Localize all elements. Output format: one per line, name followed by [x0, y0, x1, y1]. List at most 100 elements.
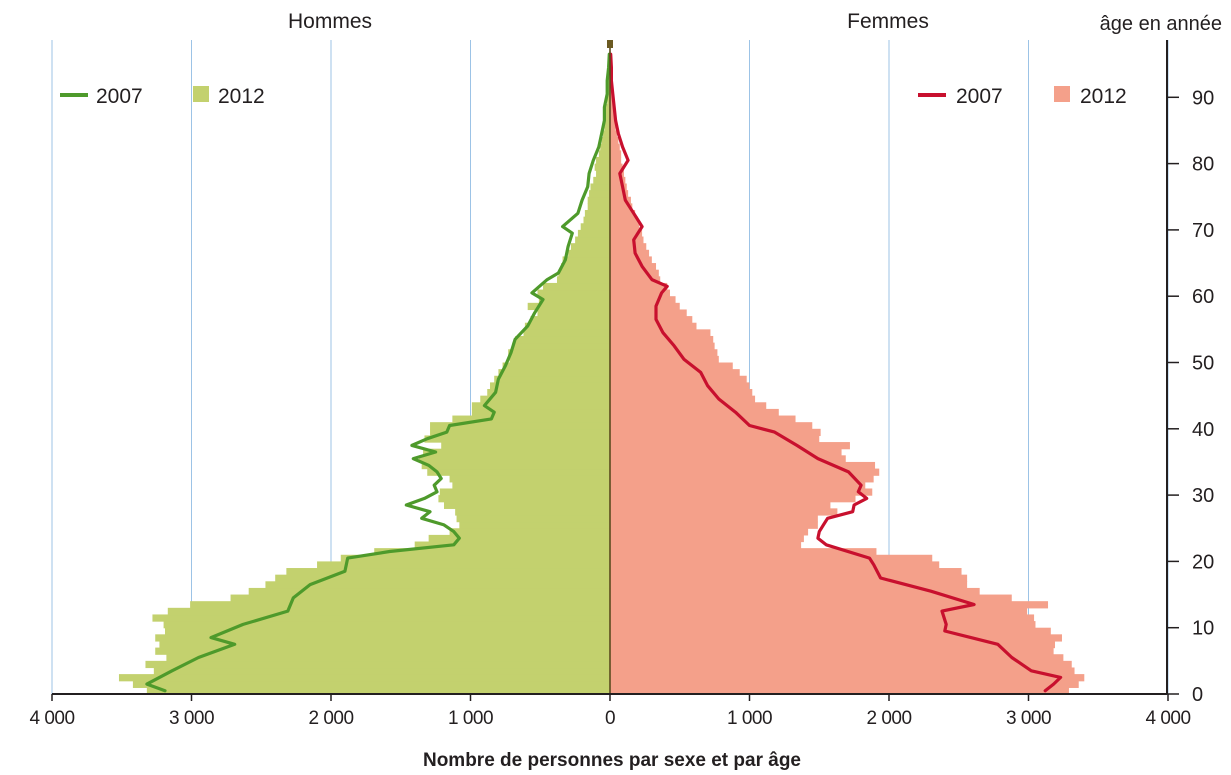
bar-hommes-2012-age-52 [512, 342, 610, 350]
x-axis-label: Nombre de personnes par sexe et par âge [423, 750, 801, 771]
bar-femmes-2012-age-64 [610, 263, 657, 271]
bar-hommes-2012-age-42 [471, 408, 610, 417]
bar-femmes-2012-age-81 [610, 150, 622, 158]
bar-femmes-2012-age-67 [610, 243, 647, 251]
age-tick-label-6: 60 [1192, 286, 1214, 308]
bar-femmes-2012-age-46 [610, 382, 750, 390]
age-tick-label-7: 70 [1192, 220, 1214, 242]
bar-femmes-2012-age-24 [610, 528, 809, 536]
bar-femmes-2012-age-71 [610, 216, 638, 224]
bar-hommes-2012-age-39 [430, 428, 610, 437]
bar-hommes-2012-age-38 [424, 435, 610, 443]
age-tick-label-0: 0 [1192, 684, 1203, 706]
bar-hommes-2012-age-78 [596, 170, 610, 178]
bar-hommes-2012-age-34 [421, 461, 610, 470]
bar-femmes-2012-age-82 [610, 143, 620, 151]
x-tick-label-6: 2 000 [866, 708, 911, 729]
bar-femmes-2012-age-58 [610, 302, 680, 311]
bar-femmes-2012-age-66 [610, 249, 650, 258]
bar-femmes-2012-age-3 [610, 667, 1075, 675]
bar-hommes-2012-age-77 [593, 176, 610, 185]
bar-hommes-2012-age-63 [558, 269, 610, 277]
bar-hommes-2012-age-49 [502, 362, 610, 370]
bar-hommes-2012-age-12 [167, 607, 610, 616]
x-tick-label-3: 1 000 [448, 708, 493, 729]
age-tick-label-3: 30 [1192, 485, 1214, 507]
bar-femmes-2012-age-25 [610, 521, 818, 529]
bar-hommes-2012-age-30 [439, 488, 610, 496]
bar-femmes-2012-age-68 [610, 236, 644, 244]
bar-hommes-2012-age-82 [600, 143, 610, 151]
bar-femmes-2012-age-73 [610, 203, 633, 211]
bar-femmes-2012-age-23 [610, 534, 804, 543]
bar-hommes-2012-age-53 [515, 335, 610, 344]
bar-hommes-2012-age-45 [487, 389, 610, 397]
bar-femmes-2012-age-4 [610, 660, 1072, 669]
bar-hommes-2012-age-32 [449, 475, 610, 483]
bar-hommes-2012-age-16 [265, 581, 610, 589]
bar-hommes-2012-age-28 [443, 501, 610, 509]
bar-hommes-2012-age-18 [286, 568, 610, 576]
bar-femmes-2012-age-18 [610, 568, 962, 576]
bar-femmes-2012-age-57 [610, 309, 687, 317]
bar-hommes-2012-age-41 [452, 415, 610, 423]
bar-femmes-2012-age-38 [610, 435, 820, 443]
bar-hommes-2012-age-11 [152, 614, 610, 622]
bar-hommes-2012-age-56 [530, 316, 610, 324]
bar-femmes-2012-age-15 [610, 587, 980, 596]
bar-femmes-2012-age-42 [610, 408, 779, 417]
bar-hommes-2012-age-40 [430, 422, 610, 430]
legend-men: 2007 2012 [60, 85, 265, 108]
age-axis-label: âge en année [1100, 13, 1222, 35]
bar-femmes-2012-age-56 [610, 316, 693, 324]
bar-hommes-2012-age-19 [317, 561, 610, 569]
bar-hommes-2012-age-69 [577, 229, 610, 238]
bar-femmes-2012-age-89 [610, 97, 613, 105]
bar-hommes-2012-age-10 [163, 621, 610, 629]
bar-femmes-2012-age-0 [610, 687, 1069, 695]
x-tick-label-4: 0 [605, 708, 615, 729]
bar-femmes-2012-age-36 [610, 448, 842, 456]
bar-femmes-2012-age-47 [610, 375, 747, 383]
bar-femmes-2012-age-2 [610, 674, 1085, 682]
bar-hommes-2012-age-13 [190, 601, 611, 609]
bar-hommes-2012-age-4 [145, 660, 610, 669]
x-tick-label-0: 4 000 [29, 708, 74, 729]
bar-hommes-2012-age-7 [159, 640, 611, 649]
bar-femmes-2012-age-74 [610, 196, 631, 204]
bar-hommes-2012-age-84 [603, 130, 610, 138]
bar-hommes-2012-age-25 [459, 521, 610, 529]
bar-hommes-2012-age-50 [509, 355, 610, 364]
bar-hommes-2012-age-27 [455, 508, 610, 516]
bar-femmes-2012-age-55 [610, 322, 697, 330]
bar-femmes-2012-age-21 [610, 548, 877, 556]
bar-hommes-2012-age-81 [598, 150, 610, 158]
bar-femmes-2012-age-22 [610, 541, 802, 549]
bar-hommes-2012-age-29 [438, 495, 610, 503]
center-axis-cap [607, 40, 613, 48]
bars-2012 [118, 50, 1085, 695]
bar-hommes-2012-age-1 [132, 680, 610, 688]
age-tick-label-1: 10 [1192, 618, 1214, 640]
bar-femmes-2012-age-61 [610, 282, 668, 291]
bar-hommes-2012-age-37 [441, 442, 610, 450]
bar-femmes-2012-age-6 [610, 647, 1054, 655]
legend-women-2012-swatch [1054, 86, 1070, 102]
legend-women-2007-label: 2007 [956, 85, 1003, 108]
bar-femmes-2012-age-59 [610, 296, 676, 304]
bar-femmes-2012-age-84 [610, 130, 617, 138]
bar-femmes-2012-age-14 [610, 594, 1012, 602]
bar-hommes-2012-age-46 [490, 382, 610, 390]
bar-hommes-2012-age-64 [561, 263, 610, 271]
bar-femmes-2012-age-37 [610, 442, 850, 450]
bar-hommes-2012-age-5 [166, 654, 610, 662]
bar-hommes-2012-age-20 [340, 554, 610, 562]
bar-femmes-2012-age-39 [610, 428, 821, 437]
bar-hommes-2012-age-92 [608, 77, 610, 85]
bar-femmes-2012-age-20 [610, 554, 933, 562]
bar-femmes-2012-age-75 [610, 190, 629, 198]
age-tick-label-2: 20 [1192, 551, 1214, 573]
axes: 4 000 3 000 2 000 1 000 0 1 000 2 000 3 000 4 00… [29, 40, 1214, 729]
bar-hommes-2012-age-91 [607, 84, 610, 92]
